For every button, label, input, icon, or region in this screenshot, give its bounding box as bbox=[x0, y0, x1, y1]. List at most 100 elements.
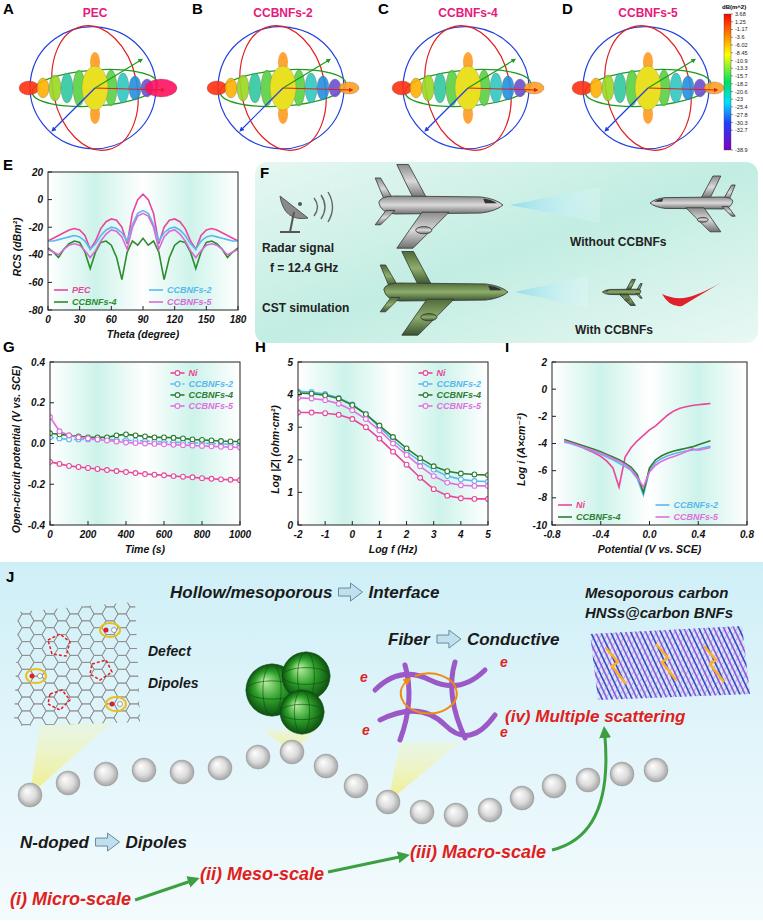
gimbal-ring bbox=[395, 19, 537, 157]
flow-arrow bbox=[552, 732, 606, 850]
legend-label: Ni bbox=[576, 500, 585, 510]
legend-label: Ni bbox=[437, 368, 446, 378]
lobe bbox=[614, 73, 626, 103]
colorbar-tick bbox=[731, 60, 733, 61]
mat-fiber bbox=[740, 620, 763, 705]
marker bbox=[152, 472, 157, 477]
dipole-charge bbox=[38, 674, 43, 679]
mat-fiber bbox=[655, 620, 695, 705]
marker bbox=[105, 468, 110, 473]
marker bbox=[228, 439, 233, 444]
cockpit bbox=[483, 199, 497, 204]
chain-sphere bbox=[132, 758, 156, 782]
mat-fiber bbox=[615, 620, 655, 705]
x-tick-label: 200 bbox=[79, 529, 97, 540]
aircraft bbox=[602, 279, 642, 305]
mat-fiber bbox=[722, 620, 763, 705]
series-group bbox=[564, 403, 710, 495]
y-tick-label: -8 bbox=[538, 492, 547, 503]
plot-background bbox=[298, 362, 488, 525]
y-tick bbox=[552, 525, 556, 526]
legend-swatch bbox=[175, 404, 180, 409]
colorbar-tick-label: -10.9 bbox=[735, 58, 748, 64]
y-tick bbox=[552, 443, 556, 444]
caption: CST simulation bbox=[262, 301, 349, 315]
panel-letter: E bbox=[3, 156, 13, 173]
hexagon bbox=[126, 593, 142, 607]
marker bbox=[404, 446, 409, 451]
legend-label: Ni bbox=[189, 368, 198, 378]
mat-fiber bbox=[585, 620, 625, 705]
colorbar-tick-label: -20.6 bbox=[735, 89, 748, 95]
y-tick bbox=[50, 443, 54, 444]
series-line bbox=[48, 211, 238, 250]
legend-swatch bbox=[175, 371, 180, 376]
series-group bbox=[50, 415, 240, 483]
y-tick-label: -20 bbox=[29, 222, 44, 233]
colorbar-tick bbox=[731, 52, 733, 53]
marker bbox=[323, 393, 328, 398]
legend-label: CCBNFs-5 bbox=[167, 297, 212, 307]
marker bbox=[162, 442, 167, 447]
x-tick-label: 120 bbox=[166, 314, 183, 325]
arrow-icon bbox=[96, 833, 120, 851]
lobe bbox=[590, 78, 602, 98]
y-tick-label: 0 bbox=[287, 520, 293, 531]
lobe bbox=[524, 82, 544, 94]
legend-entry: PEC bbox=[54, 285, 91, 295]
hexagon bbox=[138, 600, 154, 614]
fuselage bbox=[379, 196, 503, 214]
scattering-flash bbox=[606, 648, 626, 684]
electron-label: e bbox=[500, 724, 508, 740]
legend-entry: Ni bbox=[171, 368, 198, 378]
legend-label: CCBNFs-4 bbox=[576, 512, 621, 522]
axis-arrow bbox=[426, 88, 468, 130]
aircraft bbox=[650, 176, 735, 232]
marker bbox=[95, 437, 100, 442]
chain-sphere bbox=[280, 740, 304, 764]
y-tick bbox=[298, 525, 302, 526]
mat-fiber bbox=[740, 620, 763, 705]
defect bbox=[48, 634, 70, 656]
legend-entry: Ni bbox=[419, 368, 446, 378]
scattering-flash bbox=[656, 644, 676, 680]
mat-fiber bbox=[675, 620, 715, 705]
marker bbox=[171, 442, 176, 447]
colorbar-tick-label: -3.6 bbox=[735, 34, 744, 40]
dipole-charge bbox=[30, 674, 35, 679]
marker bbox=[209, 444, 214, 449]
marker bbox=[133, 471, 138, 476]
panel-j: JDefectDipoleseeeeMesoporous carbonHNSs@… bbox=[0, 562, 763, 920]
lobe bbox=[249, 73, 261, 103]
marker bbox=[219, 444, 224, 449]
x-tick-label: 90 bbox=[137, 314, 149, 325]
x-tick-label: 30 bbox=[74, 314, 86, 325]
x-tick bbox=[433, 521, 434, 525]
hexagon bbox=[126, 607, 142, 621]
marker bbox=[404, 453, 409, 458]
dipole bbox=[100, 623, 120, 637]
legend-swatch bbox=[175, 393, 180, 398]
colorbar-tick-label: -38.9 bbox=[735, 147, 748, 153]
dipole-charge bbox=[104, 628, 109, 633]
electron-label: e bbox=[500, 654, 508, 670]
legend-entry: CCBNFs-2 bbox=[419, 379, 482, 389]
legend-swatch bbox=[54, 301, 68, 303]
wing bbox=[397, 165, 427, 198]
y-tick-label: 3 bbox=[287, 422, 293, 433]
x-tick bbox=[488, 521, 489, 525]
colorbar: dB(m^2)3.681.25-1.17-3.6-6.02-8.45-10.9-… bbox=[722, 4, 748, 153]
marker bbox=[336, 412, 341, 417]
series-group bbox=[48, 194, 238, 280]
marker bbox=[143, 472, 148, 477]
marker bbox=[171, 435, 176, 440]
gimbal-ring bbox=[22, 19, 164, 157]
axis-arrow bbox=[468, 88, 536, 90]
wing bbox=[626, 279, 635, 289]
marker bbox=[363, 412, 368, 417]
concept-label: N-doped bbox=[20, 833, 90, 852]
chain-sphere bbox=[644, 758, 668, 782]
panel-letter: B bbox=[192, 0, 203, 17]
radar-wave bbox=[314, 198, 318, 216]
x-tick bbox=[143, 306, 144, 310]
